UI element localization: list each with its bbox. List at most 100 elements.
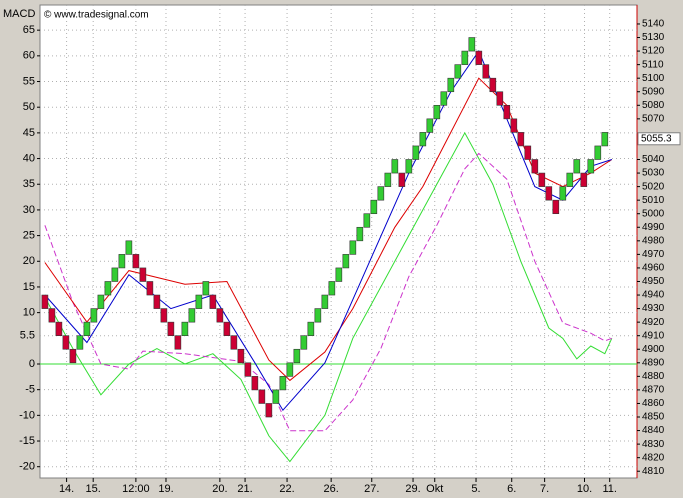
y-tick-label: 55 [23,75,35,87]
renko-brick [174,335,182,350]
renko-brick [440,91,448,106]
y2-tick-label: 5030 [642,168,665,179]
y2-tick-label: 4970 [642,249,665,260]
y2-tick-label: 4870 [642,385,665,396]
y-tick-label: 65 [23,24,35,36]
y-tick-label: 15 [23,281,35,293]
y-tick-label: 10 [23,307,35,319]
x-tick-label: 27. [364,483,379,495]
renko-brick [55,321,63,336]
renko-brick [405,159,413,174]
y2-tick-label: 4860 [642,398,665,409]
renko-brick [314,308,322,323]
renko-brick [573,159,581,174]
renko-brick [391,159,399,174]
renko-brick [566,172,574,187]
x-tick-label: 10. [577,483,592,495]
y-tick-label: 35 [23,178,35,190]
x-tick-label: 21. [237,483,252,495]
renko-brick [510,118,518,133]
renko-brick [244,362,252,377]
y2-tick-label: 4940 [642,290,665,301]
renko-brick [412,145,420,160]
renko-brick [531,159,539,174]
renko-brick [181,321,189,336]
x-tick-label: 7. [540,483,549,495]
x-tick-label: 14. [59,483,74,495]
series-line [44,152,612,432]
renko-brick [489,77,497,93]
plot-area [39,4,638,479]
renko-brick [223,321,231,336]
renko-brick [195,294,203,309]
renko-brick [475,50,483,65]
y2-tick-label: 4850 [642,412,665,423]
y2-tick-label: 4890 [642,357,665,368]
y2-tick-label: 5100 [642,73,665,84]
renko-brick [552,199,560,215]
renko-brick [251,376,259,391]
last-price-box [637,132,681,146]
y2-tick-label: 4980 [642,235,665,246]
renko-brick [370,199,378,215]
y2-tick-label: 5080 [642,100,665,111]
y2-tick-label: 5110 [642,59,664,70]
renko-brick [272,389,280,404]
y-tick-label: 60 [23,50,35,62]
current-macd-label: 5.5 [20,330,35,342]
renko-brick [426,118,434,133]
renko-brick [118,254,126,269]
y2-tick-label: 4820 [642,452,665,463]
y2-tick-label: 4930 [642,303,665,314]
y-tick-label: 25 [23,230,35,242]
renko-brick [202,281,210,296]
y2-tick-label: 4910 [642,330,665,341]
renko-brick [482,64,490,79]
y2-tick-label: 5010 [642,195,665,206]
x-tick-label: 6. [507,483,516,495]
renko-brick [167,321,175,336]
renko-brick [433,104,441,120]
y-tick-label: 30 [23,204,35,216]
x-tick-label: 19. [158,483,173,495]
y2-tick-label: 4920 [642,317,665,328]
renko-brick [300,335,308,350]
renko-brick [587,159,595,174]
renko-brick [503,104,511,120]
y2-tick-label: 4840 [642,425,665,436]
renko-brick [328,281,336,296]
renko-brick [209,294,217,309]
renko-brick [104,281,112,296]
renko-brick [286,362,294,377]
y-tick-label: -5 [25,384,35,396]
y-tick-label: 0 [29,358,35,370]
renko-brick [132,254,140,269]
y2-tick-label: 5070 [642,113,665,124]
renko-brick [293,348,301,364]
renko-brick [356,226,364,242]
renko-brick [97,294,105,309]
renko-brick [419,132,427,147]
renko-brick [384,172,392,187]
x-tick-label: 12:00 [122,483,150,495]
y2-tick-label: 5130 [642,32,665,43]
x-tick-label: 22. [279,483,294,495]
renko-brick [69,348,77,364]
renko-brick [62,335,70,350]
y-tick-label: -15 [19,435,35,447]
y-tick-label: 45 [23,127,35,139]
renko-brick [125,240,133,255]
y-tick-label: 20 [23,255,35,267]
y2-tick-label: 5090 [642,86,665,97]
y2-tick-label: 5020 [642,181,665,192]
x-tick-label: 15. [86,483,101,495]
renko-brick [153,294,161,309]
y2-tick-label: 4830 [642,439,665,450]
renko-brick [188,308,196,323]
renko-brick [139,267,147,282]
renko-brick [111,267,119,282]
renko-brick [447,77,455,93]
y2-tick-label: 4810 [642,466,665,477]
y-tick-label: -20 [19,461,35,473]
